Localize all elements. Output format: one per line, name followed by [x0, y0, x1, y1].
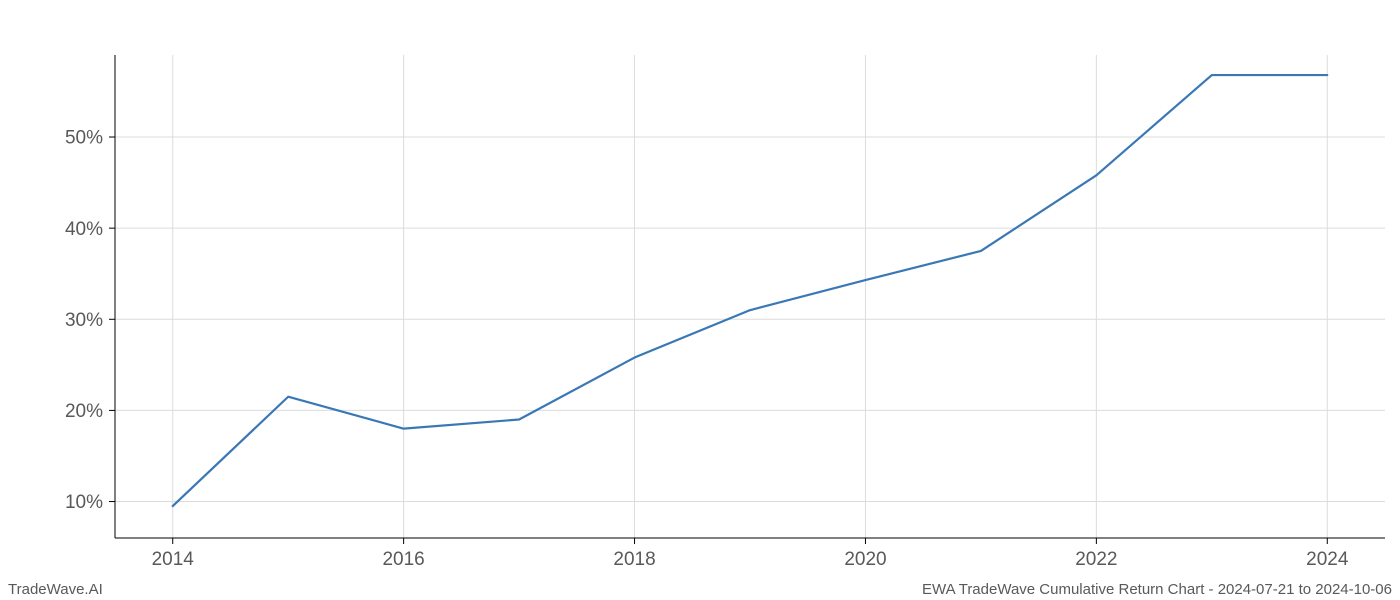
- xtick-label: 2024: [1306, 549, 1349, 570]
- xtick-label: 2020: [844, 549, 886, 570]
- footer-right-text: EWA TradeWave Cumulative Return Chart - …: [922, 581, 1392, 598]
- chart-container: 20142016201820202022202410%20%30%40%50% …: [0, 0, 1400, 600]
- line-chart: 2014 2016 2018 2020 2022 2024 10% 20% 30% 40% 50%: [0, 0, 1400, 600]
- xtick-label: 2018: [613, 549, 655, 570]
- ytick-label: 40%: [65, 219, 103, 240]
- series-cumulative-return: [173, 75, 1328, 506]
- ytick-label: 10%: [65, 492, 103, 513]
- ytick-label: 20%: [65, 401, 103, 422]
- xtick-label: 2022: [1075, 549, 1117, 570]
- footer-left-text: TradeWave.AI: [8, 581, 103, 598]
- xtick-label: 2016: [382, 549, 424, 570]
- ytick-label: 50%: [65, 128, 103, 149]
- xtick-label: 2014: [152, 549, 195, 570]
- footer: TradeWave.AI EWA TradeWave Cumulative Re…: [0, 581, 1400, 598]
- ytick-label: 30%: [65, 310, 103, 331]
